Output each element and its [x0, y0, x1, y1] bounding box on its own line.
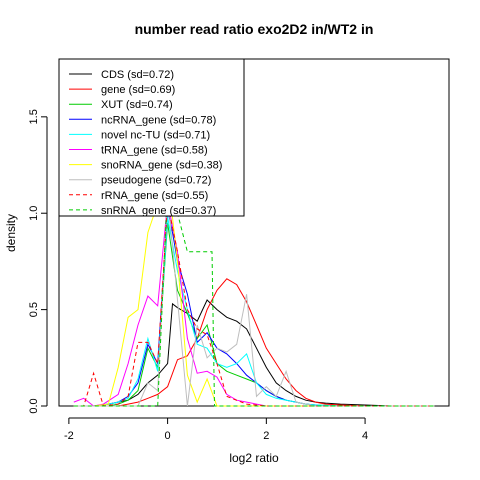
legend-label: XUT (sd=0.74)	[101, 99, 173, 111]
legend-label: novel nc-TU (sd=0.71)	[101, 129, 210, 141]
legend-label: tRNA_gene (sd=0.58)	[101, 145, 208, 157]
legend-label: pseudogene (sd=0.72)	[101, 175, 211, 187]
x-tick-label: 0	[165, 430, 171, 442]
series-layer	[73, 174, 435, 407]
y-tick-label: 1.0	[28, 206, 40, 221]
series-line	[73, 193, 435, 407]
y-tick-label: 0.0	[28, 398, 40, 413]
legend-box	[58, 58, 245, 217]
y-axis-label: density	[4, 214, 18, 252]
x-tick-label: -2	[64, 430, 74, 442]
y-axis: 0.0 0.5 1.0 1.5	[28, 109, 48, 414]
x-axis-label: log2 ratio	[229, 451, 279, 465]
x-tick-label: 2	[263, 430, 269, 442]
series-line	[73, 299, 435, 407]
legend: CDS (sd=0.72) gene (sd=0.69) XUT (sd=0.74)…	[58, 58, 245, 217]
x-tick-label: 4	[362, 430, 368, 442]
x-axis: -2 0 2 4	[64, 417, 368, 442]
y-tick-label: 1.5	[28, 109, 40, 124]
legend-label: snRNA_gene (sd=0.37)	[101, 205, 216, 217]
chart-title: number read ratio exo2D2 in/WT2 in	[135, 21, 374, 37]
legend-label: CDS (sd=0.72)	[101, 69, 174, 81]
series-line	[73, 184, 435, 407]
series-line	[73, 217, 435, 407]
legend-label: gene (sd=0.69)	[101, 84, 175, 96]
legend-label: snoRNA_gene (sd=0.38)	[101, 160, 222, 172]
series-line	[73, 278, 435, 407]
y-tick-label: 0.5	[28, 302, 40, 317]
legend-label: ncRNA_gene (sd=0.78)	[101, 114, 216, 126]
legend-label: rRNA_gene (sd=0.55)	[101, 190, 208, 202]
series-line	[73, 222, 435, 407]
